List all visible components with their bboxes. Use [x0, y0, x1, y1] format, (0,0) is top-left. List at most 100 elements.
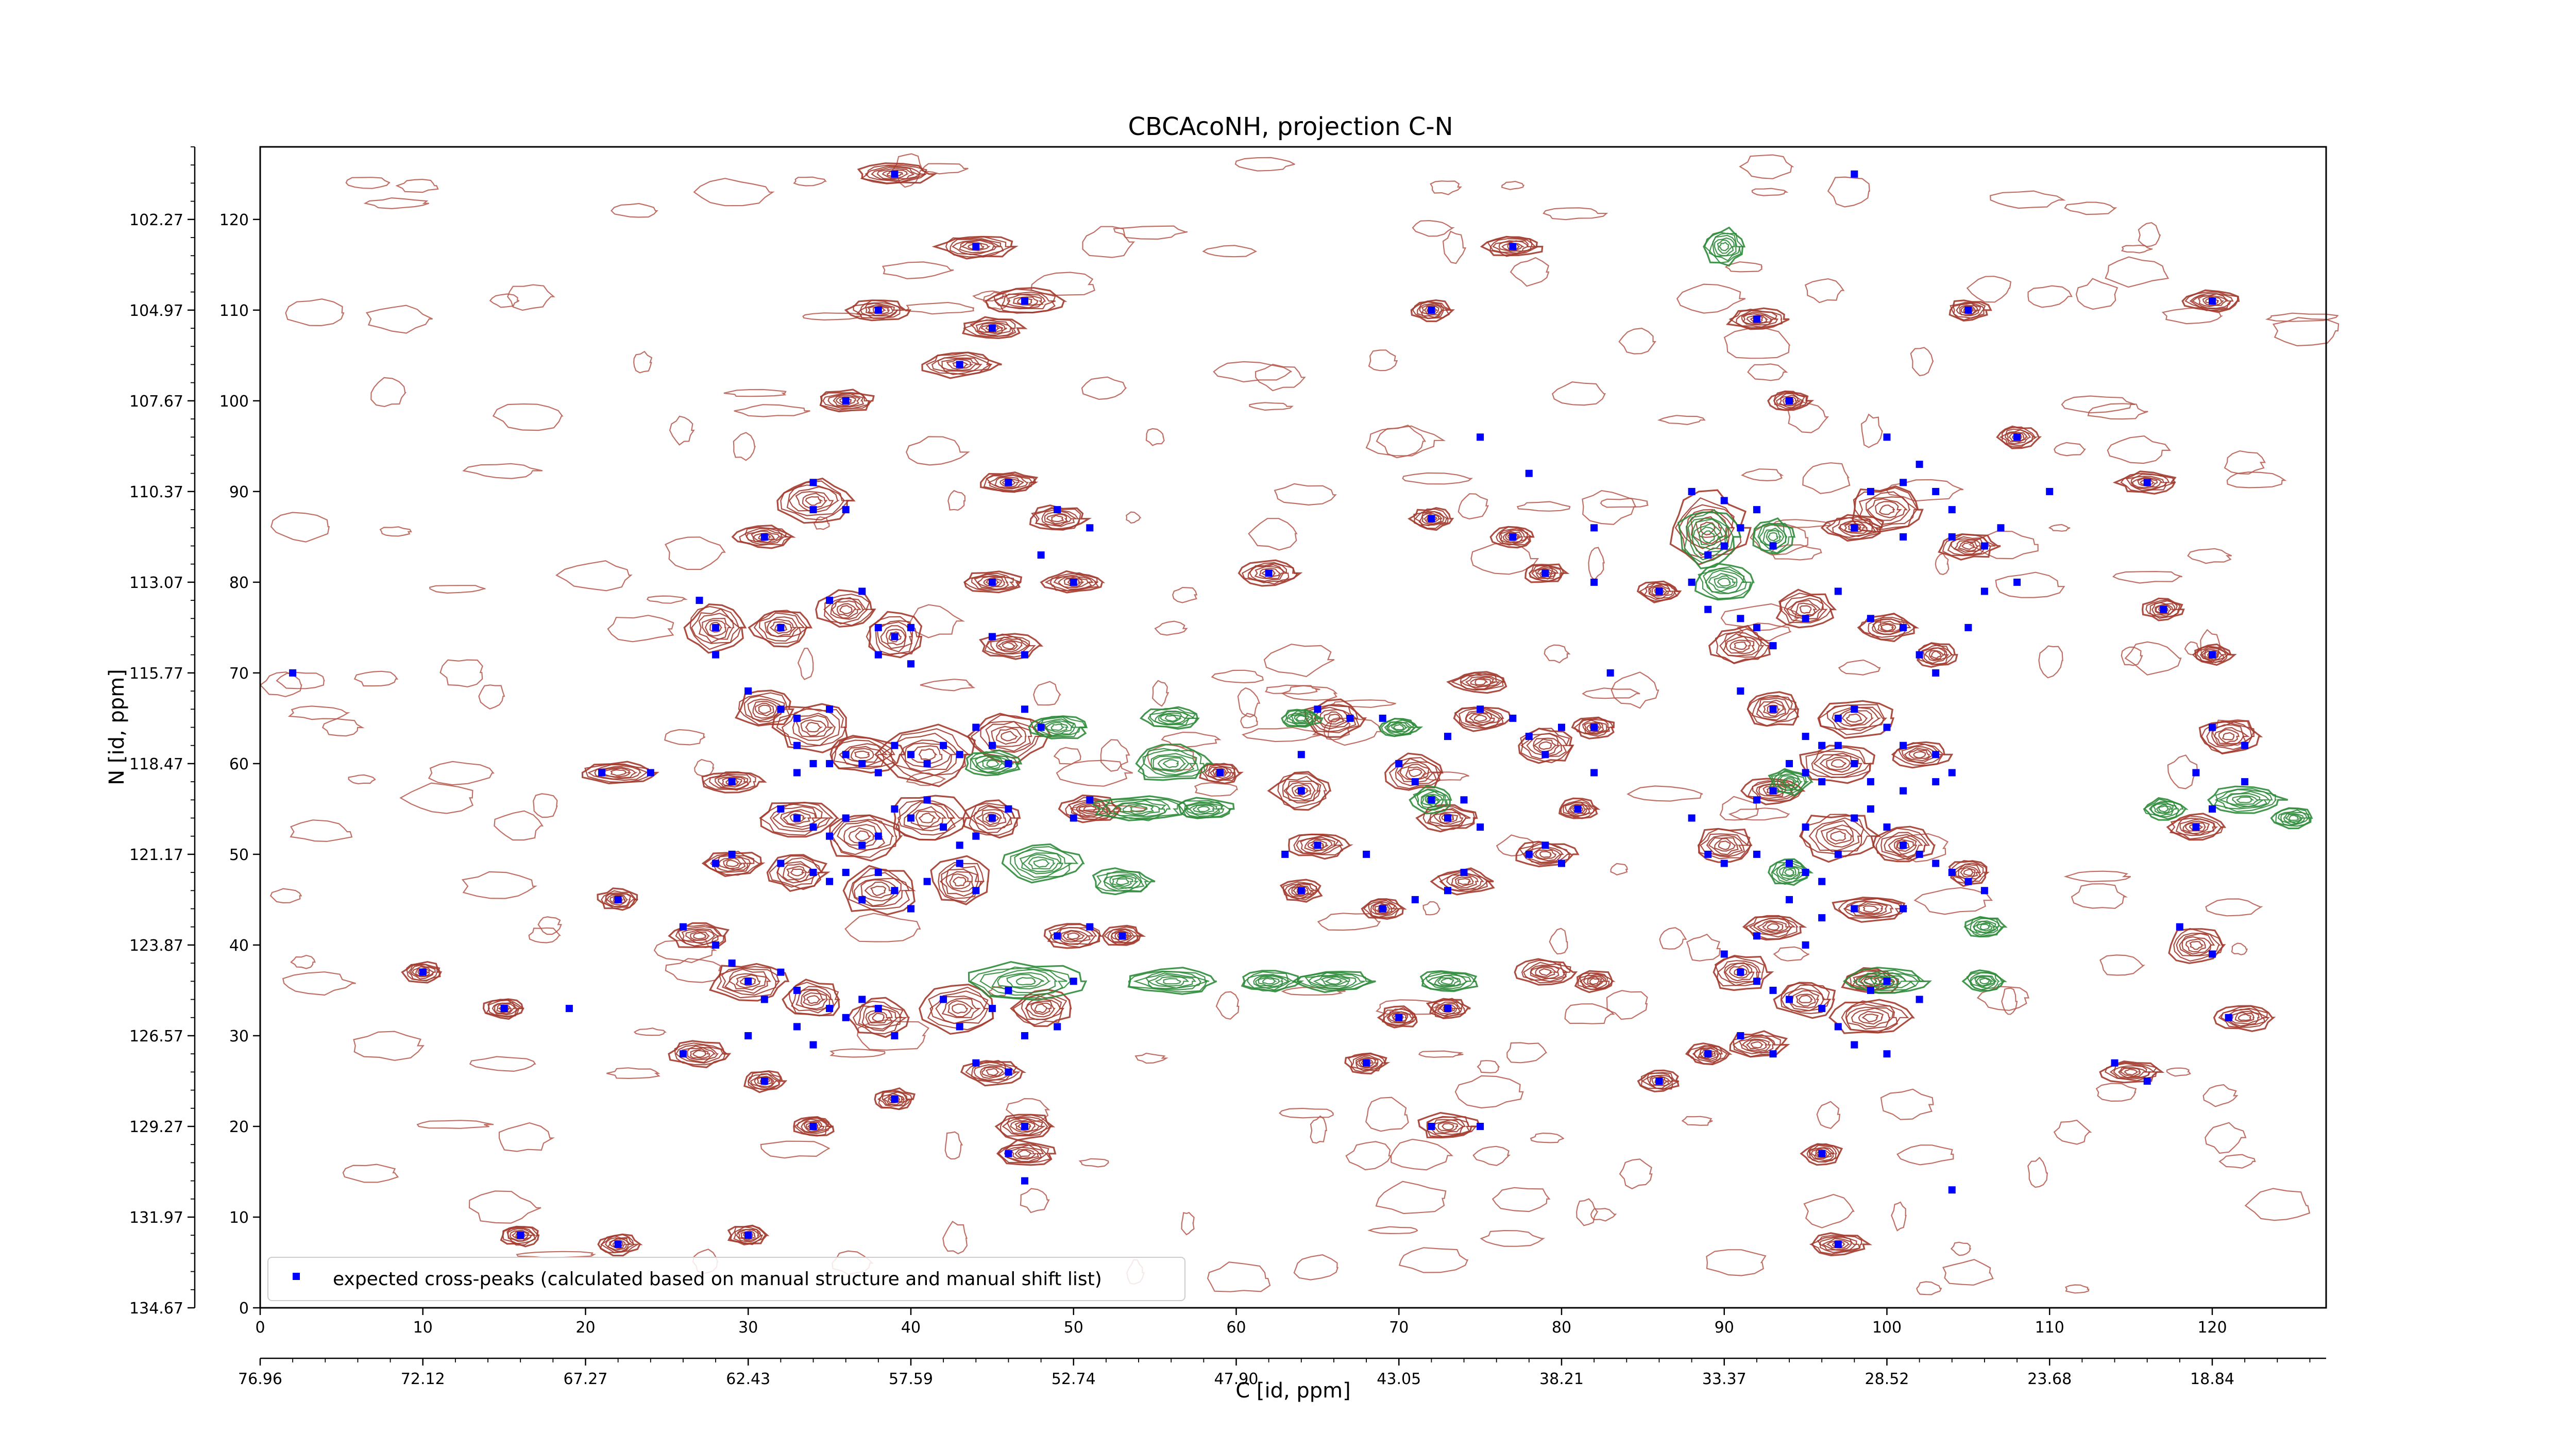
contour-level — [1826, 828, 1854, 845]
contour-level — [935, 995, 986, 1024]
cross-peak-point — [1688, 814, 1696, 822]
peak-contour-group — [2207, 785, 2289, 814]
contour-level — [1441, 1123, 1454, 1131]
contour-level — [1535, 967, 1557, 978]
contour-level — [880, 625, 907, 649]
contour-level — [1772, 771, 1807, 791]
contour-level — [1095, 870, 1151, 892]
cross-peak-point — [1769, 542, 1777, 550]
noise-contour — [793, 176, 827, 187]
n-ppm-tick-label: 126.57 — [129, 1027, 183, 1046]
noise-contour — [1454, 1075, 1524, 1109]
cross-peak-point — [1883, 978, 1891, 985]
cross-peak-point — [614, 896, 622, 903]
cross-peak-point — [1265, 569, 1273, 577]
contour-level — [1757, 699, 1787, 718]
contour-level — [1904, 747, 1936, 762]
contour-level — [1738, 1036, 1775, 1054]
x-axis-label: C [id, ppm] — [1235, 1379, 1351, 1403]
peak-contour-group — [892, 795, 971, 841]
cross-peak-point — [1070, 814, 1077, 822]
contour-level — [1913, 751, 1926, 759]
noise-contour — [1686, 933, 1721, 962]
contour-level — [1742, 915, 1807, 941]
cross-peak-point — [1590, 524, 1598, 532]
cross-peak-point — [1363, 850, 1370, 858]
cross-peak-point — [1444, 733, 1451, 740]
contour-level — [848, 827, 876, 845]
peak-contour-group — [1430, 867, 1495, 896]
contour-level — [597, 887, 638, 911]
contour-level — [1973, 920, 1996, 933]
cross-peak-point — [1802, 869, 1809, 877]
contour-level — [1766, 530, 1782, 544]
cross-peak-point — [858, 841, 866, 849]
cross-peak-point — [1688, 487, 1696, 495]
contour-level — [772, 806, 823, 830]
noise-contour — [2231, 942, 2248, 956]
contour-level — [2222, 732, 2235, 740]
contour-level — [2113, 1065, 2151, 1079]
cross-peak-point — [1769, 705, 1777, 713]
peak-contour-group — [1961, 969, 2008, 992]
contour-level — [1853, 969, 1926, 994]
contour-level — [1579, 972, 1610, 990]
contour-level — [675, 1044, 724, 1064]
cross-peak-point — [826, 705, 834, 713]
contour-level — [1047, 923, 1101, 948]
cross-peak-point — [842, 814, 850, 822]
contour-level — [1129, 805, 1148, 813]
contour-level — [994, 291, 1056, 310]
contour-level — [1253, 974, 1289, 989]
contour-level — [738, 692, 791, 726]
cross-peak-point — [1948, 769, 1956, 777]
contour-level — [1996, 425, 2042, 449]
contour-level — [1863, 972, 1913, 991]
cross-peak-point — [1541, 569, 1549, 577]
contour-level — [941, 998, 981, 1018]
contour-level — [1960, 305, 1978, 315]
c-ppm-tick-label: 28.52 — [1865, 1370, 1909, 1388]
cross-peak-point — [2143, 479, 2151, 486]
contour-level — [1475, 678, 1488, 686]
contour-level — [931, 235, 1019, 260]
noise-contour — [1422, 901, 1441, 916]
contour-level — [2179, 933, 2215, 956]
c-ppm-tick-label: 67.27 — [564, 1370, 608, 1388]
contour-level — [1242, 562, 1298, 585]
cross-peak-point — [1737, 968, 1744, 976]
cross-peak-point — [777, 968, 785, 976]
contour-level — [701, 771, 767, 794]
contour-level — [1698, 566, 1752, 599]
cross-peak-point — [647, 769, 654, 777]
noise-contour — [1151, 680, 1170, 707]
n-ppm-tick-label: 129.27 — [129, 1118, 183, 1136]
noise-contour — [733, 432, 756, 461]
contour-level — [1051, 514, 1064, 523]
contour-level — [1843, 967, 1933, 994]
contour-level — [890, 732, 961, 776]
contour-level — [2191, 293, 2232, 309]
contour-level — [747, 698, 785, 721]
contour-level — [1101, 799, 1180, 821]
noise-contour — [2205, 898, 2263, 917]
noise-contour — [1950, 1241, 1972, 1256]
peak-contour-group — [874, 723, 976, 787]
cross-peak-point — [744, 978, 752, 985]
contour-level — [1434, 975, 1461, 987]
cross-peak-point — [1086, 923, 1094, 931]
contour-level — [960, 242, 991, 251]
contour-level — [1826, 756, 1852, 770]
cross-peak-point — [1834, 714, 1842, 722]
contour-level — [882, 1091, 910, 1106]
contour-level — [2189, 293, 2234, 310]
chart-title: CBCAcoNH, projection C-N — [1128, 112, 1453, 141]
peak-contour-group — [1828, 999, 1916, 1034]
contour-level — [1078, 803, 1100, 814]
noise-contour — [2048, 524, 2071, 532]
contour-level — [1320, 976, 1349, 986]
contour-level — [2148, 801, 2179, 818]
noise-contour — [611, 203, 658, 218]
contour-level — [769, 621, 793, 634]
